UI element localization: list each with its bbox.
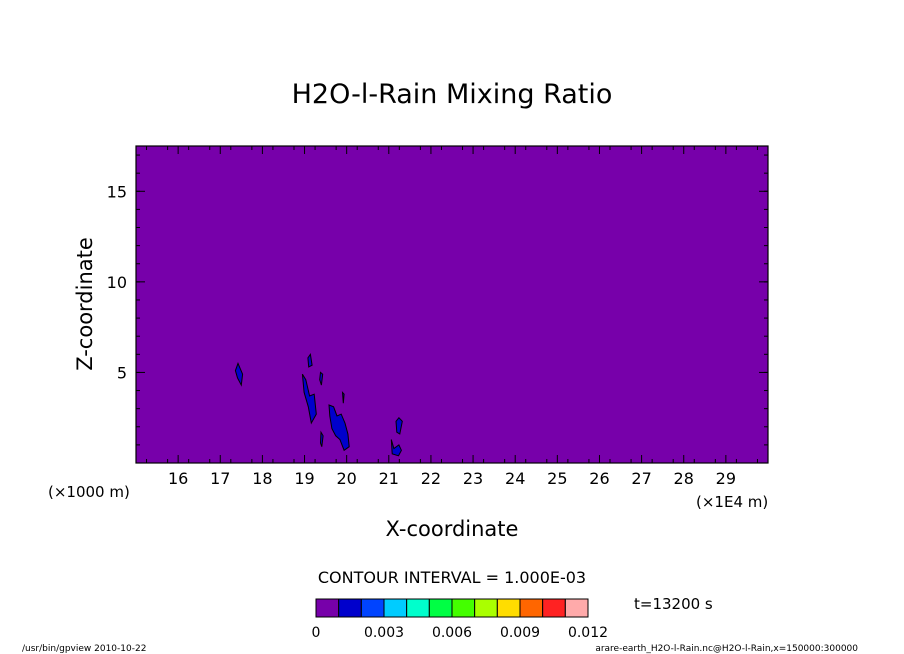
y-tick-label: 5 xyxy=(117,363,127,382)
colorbar-swatch xyxy=(564,598,589,618)
colorbar-swatch xyxy=(338,598,362,618)
colorbar-tick-label: 0.012 xyxy=(568,625,608,641)
contour-region-5 xyxy=(319,430,324,447)
x-tick-label: 29 xyxy=(716,469,736,488)
x-tick-label: 20 xyxy=(336,469,356,488)
x-axis-label: X-coordinate xyxy=(386,517,519,541)
colorbar-tick-label: 0.006 xyxy=(432,625,472,641)
colorbar-swatch xyxy=(542,598,566,618)
x-tick-label: 28 xyxy=(674,469,694,488)
x-tick-label: 24 xyxy=(505,469,525,488)
contour-region-4 xyxy=(301,373,317,425)
colorbar-swatch xyxy=(315,598,340,618)
x-tick-label: 25 xyxy=(547,469,567,488)
x-tick-label: 22 xyxy=(421,469,441,488)
colorbar-tick-label: 0.009 xyxy=(500,625,540,641)
colorbar-swatch xyxy=(496,598,521,618)
contour-region-2 xyxy=(307,352,313,368)
x-unit-right: (×1E4 m) xyxy=(696,493,768,511)
colorbar-swatch xyxy=(474,598,498,618)
contour-region-7 xyxy=(341,390,345,404)
contour-region-9 xyxy=(390,439,402,457)
colorbar-swatch xyxy=(519,598,544,618)
x-tick-label: 17 xyxy=(210,469,230,488)
colorbar-swatch xyxy=(406,598,430,618)
x-tick-label: 23 xyxy=(463,469,483,488)
colorbar-swatch xyxy=(428,598,453,618)
y-tick-label: 10 xyxy=(107,273,127,292)
time-label: t=13200 s xyxy=(634,595,713,613)
contour-region-6 xyxy=(328,404,350,452)
plot-area xyxy=(136,146,768,463)
x-tick-label: 19 xyxy=(294,469,314,488)
contour-region-3 xyxy=(319,371,324,386)
x-tick-label: 27 xyxy=(631,469,651,488)
x-tick-label: 16 xyxy=(168,469,188,488)
footer-right: arare-earth_H2O-l-Rain.nc@H2O-l-Rain,x=1… xyxy=(595,644,858,654)
x-tick-label: 21 xyxy=(379,469,399,488)
footer-left: /usr/bin/gpview 2010-10-22 xyxy=(22,644,146,654)
contour-interval-label: CONTOUR INTERVAL = 1.000E-03 xyxy=(318,568,586,587)
plot-background xyxy=(136,146,768,463)
axes: 16 17 18 19 20 21 22 23 24 25 26 27 28 29 5 10 15 xyxy=(107,145,769,488)
colorbar-swatch xyxy=(360,598,385,618)
contour-region-8 xyxy=(395,416,403,435)
y-tick-label: 15 xyxy=(107,182,127,201)
colorbar-swatch xyxy=(451,598,476,618)
contour-region-1 xyxy=(234,362,244,387)
colorbar-swatch xyxy=(383,598,408,618)
colorbar-tick-label: 0.003 xyxy=(364,625,404,641)
x-unit-left: (×1000 m) xyxy=(48,483,130,501)
plot-frame xyxy=(135,145,769,464)
colorbar-tick-label: 0 xyxy=(312,625,321,641)
y-axis-label: Z-coordinate xyxy=(73,237,97,371)
chart-title: H2O-l-Rain Mixing Ratio xyxy=(292,79,613,110)
x-tick-label: 26 xyxy=(589,469,609,488)
colorbar: 0 0.003 0.006 0.009 0.012 xyxy=(312,598,608,641)
x-tick-label: 18 xyxy=(252,469,272,488)
